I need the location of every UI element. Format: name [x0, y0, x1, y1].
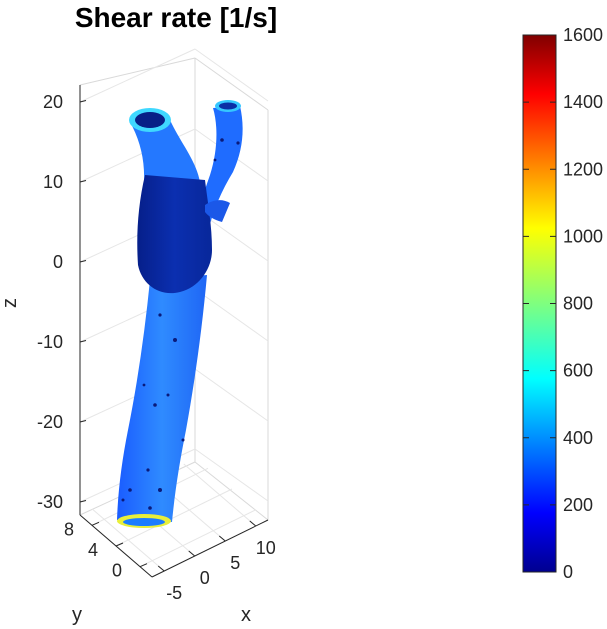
colorbar-tick-label: 1600	[563, 25, 603, 45]
z-axis: -30 -20 -10 0 10 20	[37, 85, 87, 515]
y-tick-label: 8	[64, 519, 74, 539]
z-tick-label: 0	[53, 252, 63, 272]
x-tick-label: -5	[166, 583, 182, 603]
y-tick-label: 4	[88, 540, 98, 560]
colorbar-tick-label: 1200	[563, 159, 603, 179]
vessel-surface	[117, 100, 243, 528]
y-gridline	[139, 509, 257, 568]
x-tick-mark	[218, 535, 226, 542]
z-tick-mark	[79, 420, 87, 423]
colorbar-tick-label: 200	[563, 495, 593, 515]
y-axis: 048	[64, 519, 148, 581]
z-tick-label: -10	[37, 332, 63, 352]
y-tick-mark	[115, 542, 124, 547]
z-tick-label: 20	[43, 92, 63, 112]
z-gridline-back	[194, 448, 269, 502]
y-tick-mark	[91, 521, 100, 526]
x-tick-mark	[249, 520, 257, 527]
z-tick-mark	[79, 100, 87, 103]
x-tick-mark	[188, 550, 196, 557]
y-axis-label: y	[72, 604, 82, 626]
colorbar-tick-label: 1000	[563, 226, 603, 246]
z-tick-label: -20	[37, 412, 63, 432]
y-tick-mark	[139, 563, 148, 568]
z-tick-mark	[79, 260, 87, 263]
x-tick-label: 10	[256, 538, 276, 558]
x-tick-label: 0	[200, 568, 210, 588]
y-gridline	[115, 488, 233, 547]
z-gridline-back	[194, 368, 269, 422]
chart-title: Shear rate [1/s]	[75, 2, 277, 33]
x-axis: -5 05 10	[157, 520, 276, 603]
z-tick-label: 10	[43, 172, 63, 192]
z-gridline-back	[194, 288, 269, 342]
z-tick-label: -30	[37, 492, 63, 512]
x-tick-label: 5	[230, 553, 240, 573]
x-tick-mark	[157, 565, 165, 572]
colorbar-tick-label: 600	[563, 361, 593, 381]
colorbar-tick-label: 1400	[563, 92, 603, 112]
colorbar-tick-label: 0	[563, 562, 573, 582]
z-tick-mark	[79, 180, 87, 183]
z-tick-mark	[79, 340, 87, 343]
colorbar-tick-label: 400	[563, 428, 593, 448]
z-axis-label: z	[0, 298, 21, 308]
colorbar-tick-label: 800	[563, 294, 593, 314]
z-gridline-back	[194, 48, 269, 102]
z-gridline-side	[79, 48, 196, 103]
colorbar: 0 200 400 600 800 1000 1200 1400 1600	[522, 25, 603, 582]
z-tick-mark	[79, 500, 87, 503]
y-tick-label: 0	[112, 561, 122, 581]
x-axis-label: x	[241, 604, 251, 626]
